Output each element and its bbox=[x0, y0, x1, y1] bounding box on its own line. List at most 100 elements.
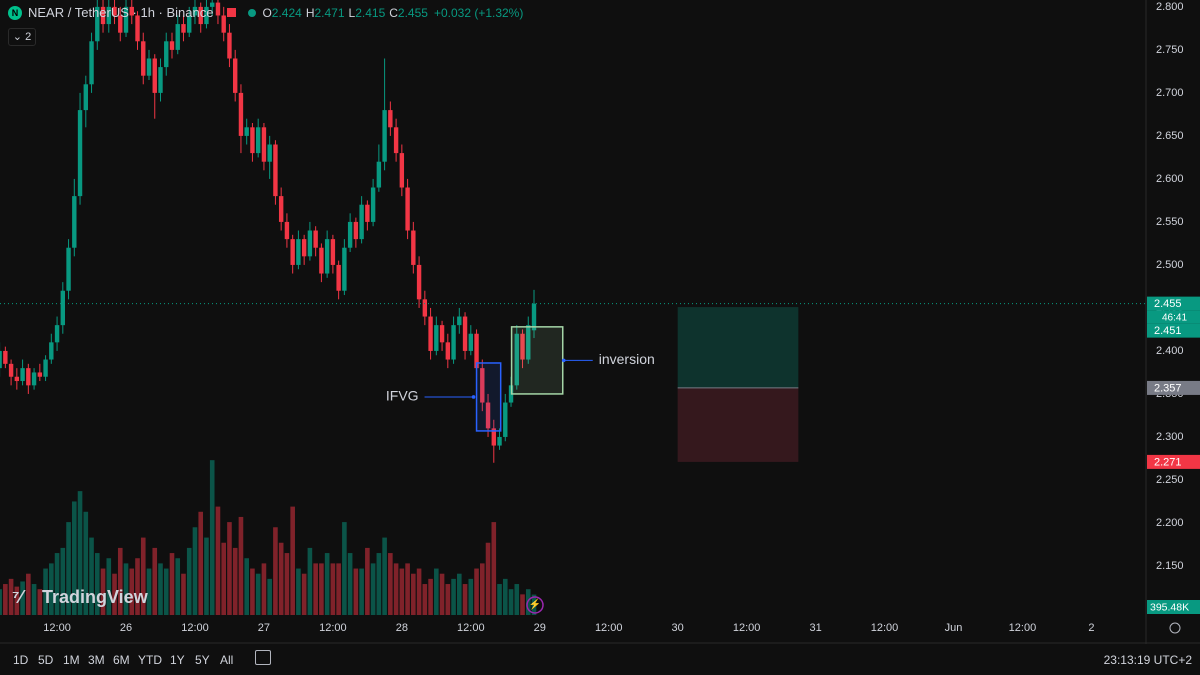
ohlc-value: 2.424 bbox=[271, 5, 302, 20]
volume-bar bbox=[175, 558, 181, 615]
volume-bar bbox=[261, 563, 267, 615]
ohlc-values: O2.424 H2.471 L2.415 C2.455 bbox=[262, 6, 428, 20]
candle-body bbox=[399, 153, 405, 188]
y-tick-label: 2.700 bbox=[1156, 87, 1184, 99]
candle-body bbox=[261, 127, 267, 162]
annotation-dot bbox=[561, 358, 566, 363]
y-tick-label: 2.300 bbox=[1156, 431, 1184, 443]
candle-body bbox=[238, 92, 244, 136]
volume-bar bbox=[158, 563, 163, 615]
candle-body bbox=[526, 325, 531, 360]
candle-body bbox=[20, 368, 25, 382]
volume-bar bbox=[439, 573, 445, 615]
candle-body bbox=[296, 239, 301, 265]
candle-body bbox=[307, 230, 313, 257]
volume-bar bbox=[198, 511, 204, 615]
candle-body bbox=[474, 333, 479, 369]
volume-bar bbox=[445, 584, 451, 615]
candle-body bbox=[388, 110, 393, 128]
volume-bar bbox=[405, 563, 410, 615]
volume-bar bbox=[474, 568, 479, 615]
x-tick-label: 31 bbox=[809, 622, 821, 634]
y-tick-label: 2.400 bbox=[1156, 345, 1184, 357]
candle-body bbox=[278, 196, 284, 222]
candle-body bbox=[0, 350, 2, 369]
x-tick-label: 12:00 bbox=[595, 622, 623, 634]
range-button[interactable]: 3M bbox=[88, 653, 105, 667]
x-tick-label: Jun bbox=[945, 622, 963, 634]
candle-body bbox=[232, 58, 238, 93]
candle-body bbox=[422, 299, 428, 317]
candle-body bbox=[72, 196, 77, 248]
volume-bar bbox=[301, 573, 307, 615]
candle-body bbox=[462, 316, 468, 351]
volume-bar bbox=[359, 568, 364, 615]
range-button[interactable]: 1M bbox=[63, 653, 80, 667]
candle-body bbox=[192, 6, 198, 16]
volume-bar bbox=[267, 578, 272, 615]
volume-bar bbox=[428, 578, 433, 615]
ohlc-key: L bbox=[348, 5, 356, 20]
price-label: 2.455 bbox=[1154, 298, 1182, 310]
annotation-box bbox=[475, 362, 502, 432]
candle-body bbox=[290, 239, 295, 265]
flag[interactable] bbox=[227, 8, 237, 17]
range-button[interactable]: YTD bbox=[138, 653, 162, 667]
volume-bar bbox=[451, 578, 456, 615]
indicator-count: 2 bbox=[25, 31, 32, 43]
settings-icon[interactable] bbox=[1169, 622, 1181, 634]
date-range-icon[interactable] bbox=[255, 650, 271, 665]
volume-bar bbox=[204, 537, 209, 615]
volume-bar bbox=[100, 568, 106, 615]
candle-body bbox=[210, 2, 215, 7]
range-button[interactable]: 5Y bbox=[195, 653, 210, 667]
candle-body bbox=[60, 290, 66, 326]
volume-bar bbox=[382, 537, 387, 615]
ohlc-key: C bbox=[389, 5, 398, 20]
candle-body bbox=[531, 303, 537, 331]
indicator-toggle[interactable]: ⌄ 2 bbox=[8, 28, 36, 46]
volume-bar bbox=[434, 568, 439, 615]
candle-body bbox=[31, 372, 37, 386]
candle-body bbox=[359, 204, 364, 240]
volume-bar bbox=[284, 553, 290, 615]
volume-bar bbox=[531, 594, 537, 615]
candle-body bbox=[112, 6, 117, 16]
candle-body bbox=[365, 204, 370, 222]
alert-icon[interactable] bbox=[526, 596, 544, 614]
range-button[interactable]: 5D bbox=[38, 653, 54, 667]
x-tick-label: 12:00 bbox=[1009, 622, 1037, 634]
volume-bar bbox=[353, 568, 359, 615]
candle-body bbox=[319, 247, 324, 274]
symbol-title[interactable]: NEAR / TetherUS · 1h · Binance bbox=[28, 5, 214, 20]
candle-body bbox=[95, 6, 100, 42]
volume-bar bbox=[152, 547, 158, 615]
ohlc-key: H bbox=[305, 5, 315, 20]
volume-bar bbox=[370, 563, 376, 615]
volume-bar bbox=[319, 563, 324, 615]
x-tick-label: 26 bbox=[120, 622, 132, 634]
candle-body bbox=[244, 127, 249, 136]
candle-body bbox=[313, 230, 318, 248]
range-button[interactable]: 1D bbox=[13, 653, 29, 667]
axes: 2.8002.7502.7002.6502.6002.5502.5002.450… bbox=[43, 1, 1200, 634]
range-button[interactable]: 1Y bbox=[170, 653, 185, 667]
ohlc-value: 2.471 bbox=[314, 5, 345, 20]
range-button[interactable]: All bbox=[220, 653, 234, 667]
x-tick-label: 12:00 bbox=[43, 622, 71, 634]
volume-bar bbox=[324, 553, 330, 615]
volume-bar bbox=[244, 558, 249, 615]
volume-bar bbox=[227, 522, 232, 615]
volume-bar bbox=[31, 584, 37, 615]
candle-body bbox=[382, 110, 387, 162]
candle-body bbox=[26, 368, 31, 386]
volume-bar bbox=[60, 547, 66, 615]
volume-bar bbox=[43, 568, 48, 615]
volume-bar bbox=[468, 578, 474, 615]
countdown-bg bbox=[1147, 310, 1200, 324]
candle-body bbox=[204, 6, 209, 25]
range-button[interactable]: 6M bbox=[113, 653, 130, 667]
candle-body bbox=[284, 221, 290, 240]
volume-bar bbox=[514, 584, 520, 615]
volume-bar bbox=[399, 568, 405, 615]
